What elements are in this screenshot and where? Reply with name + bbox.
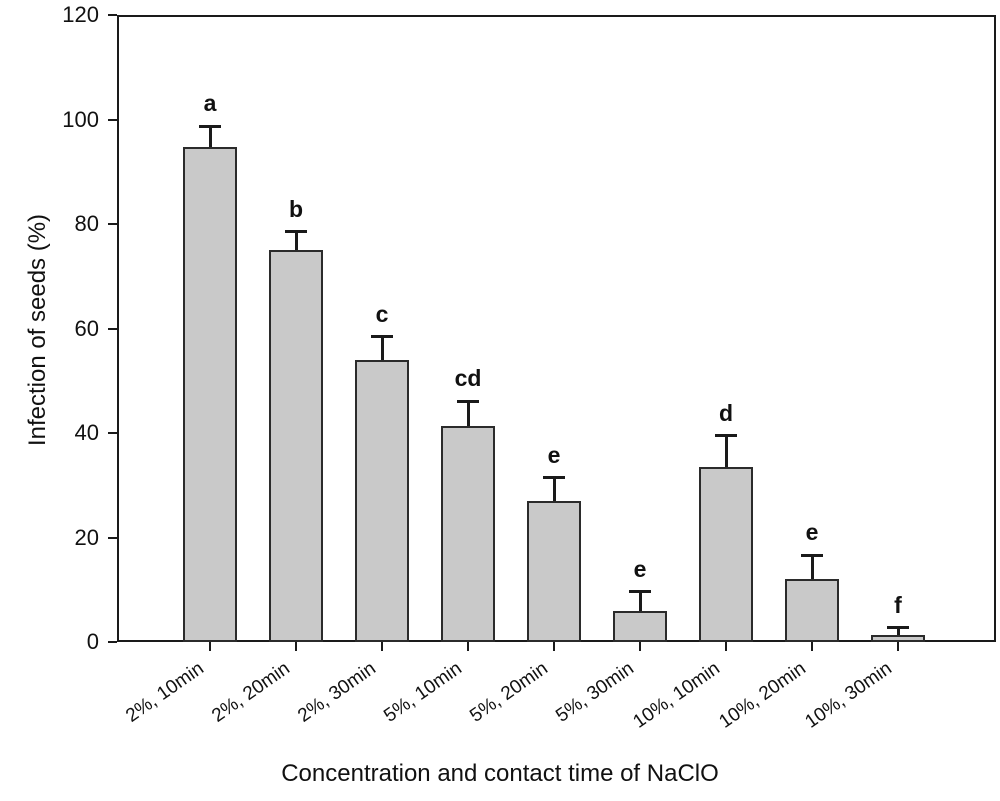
significance-letter: cd	[454, 365, 482, 392]
x-tick-mark	[553, 642, 555, 651]
x-tick-label: 10%, 10min	[629, 657, 724, 733]
significance-letter: e	[805, 519, 819, 546]
error-bar-cap	[285, 230, 307, 234]
error-bar	[724, 435, 728, 468]
bar	[785, 579, 839, 642]
x-tick-label: 2%, 20min	[208, 657, 294, 727]
error-bar	[552, 477, 556, 501]
y-tick-label: 100	[62, 106, 99, 132]
x-tick-label: 10%, 30min	[801, 657, 896, 733]
bar	[441, 425, 495, 642]
y-tick-label: 60	[74, 315, 99, 341]
y-tick-mark	[108, 536, 117, 539]
x-tick-mark	[295, 642, 297, 651]
error-bar	[466, 401, 470, 426]
y-tick-mark	[108, 432, 117, 434]
x-tick-label: 2%, 30min	[294, 657, 380, 727]
x-tick-mark	[897, 642, 899, 651]
y-tick-label: 120	[62, 2, 99, 27]
error-bar-cap	[371, 335, 393, 339]
bar	[527, 500, 581, 642]
y-tick-mark	[108, 327, 117, 330]
y-tick-mark	[108, 14, 117, 16]
x-tick-label: 5%, 10min	[380, 657, 466, 727]
y-tick-label: 40	[74, 420, 99, 445]
error-bar-cap	[199, 124, 221, 128]
significance-letter: f	[894, 591, 902, 618]
x-tick-mark	[811, 642, 813, 651]
significance-letter: d	[718, 399, 734, 426]
error-bar	[208, 126, 212, 148]
error-bar-cap	[887, 626, 909, 630]
significance-letter: c	[375, 300, 389, 327]
bar	[699, 467, 753, 642]
significance-letter: a	[203, 90, 217, 117]
error-bar	[294, 231, 298, 251]
bar	[269, 250, 323, 642]
bar	[355, 359, 409, 642]
y-tick-mark	[108, 223, 117, 225]
y-tick-mark	[108, 118, 117, 121]
x-axis-title: Concentration and contact time of NaClO	[281, 760, 719, 787]
y-tick-label: 20	[74, 524, 99, 550]
x-tick-mark	[209, 642, 211, 651]
error-bar-cap	[629, 590, 651, 594]
bar	[183, 147, 237, 642]
x-tick-label: 5%, 30min	[552, 657, 638, 727]
y-tick-label: 0	[86, 629, 99, 654]
y-tick-mark	[108, 641, 117, 643]
error-bar-cap	[801, 553, 823, 557]
x-tick-mark	[381, 642, 383, 651]
plot-area: 0 20 40 60 80 100 120 a 2%, 10min b 2%, 20min c 2%, …	[62, 2, 996, 733]
significance-letter: e	[633, 555, 647, 582]
bar	[613, 610, 667, 642]
x-tick-mark	[467, 642, 469, 651]
significance-letter: e	[547, 441, 561, 468]
y-tick-label: 80	[74, 211, 99, 236]
bar	[871, 635, 925, 642]
error-bar-cap	[715, 434, 737, 438]
x-tick-label: 5%, 20min	[466, 657, 552, 727]
error-bar	[638, 591, 642, 611]
error-bar	[380, 336, 384, 360]
error-bar	[896, 627, 900, 636]
error-bar-cap	[457, 399, 479, 403]
significance-letter: b	[288, 195, 304, 222]
x-tick-label: 10%, 20min	[715, 657, 810, 733]
x-tick-mark	[725, 642, 727, 651]
x-tick-mark	[639, 642, 641, 651]
x-tick-label: 2%, 10min	[122, 657, 208, 727]
error-bar-cap	[543, 476, 565, 480]
error-bar	[810, 555, 814, 580]
